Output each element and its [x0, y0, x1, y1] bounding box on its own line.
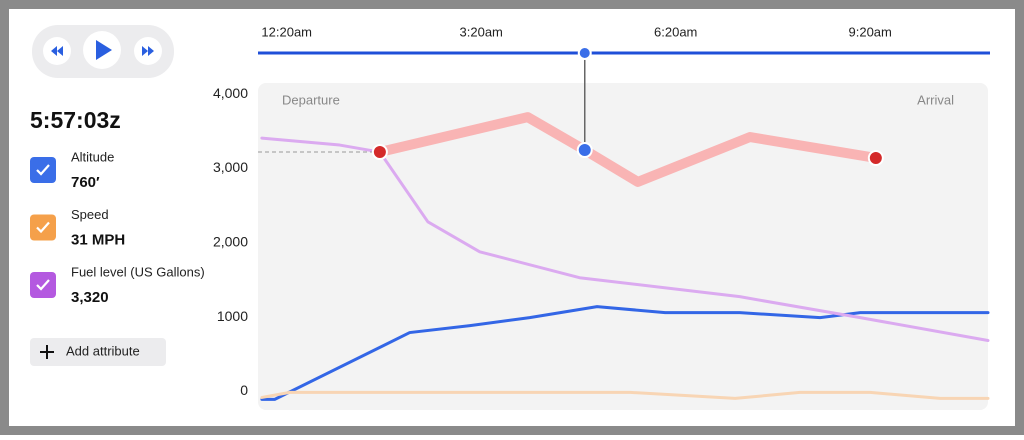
- add-attribute-button[interactable]: Add attribute: [30, 338, 166, 366]
- legend-name: Speed: [71, 207, 109, 222]
- forward-button[interactable]: [134, 37, 162, 65]
- timeline-handle: [577, 46, 592, 60]
- y-tick-label: 3,000: [213, 159, 248, 175]
- legend-check: [36, 164, 50, 176]
- legend-check: [36, 221, 50, 234]
- y-tick-label: 4,000: [213, 85, 248, 101]
- current-time: 5:57:03z: [30, 107, 121, 133]
- series-line: [260, 305, 990, 401]
- y-tick-label: 1000: [217, 308, 248, 324]
- endpoint-dot: [371, 144, 388, 161]
- series-line: [260, 390, 990, 400]
- legend-name: Altitude: [71, 149, 114, 164]
- legend-reading: 760′: [71, 174, 100, 191]
- series-line: [260, 136, 990, 343]
- departure-label: Departure: [282, 92, 340, 107]
- y-tick-label: 0: [240, 382, 248, 398]
- highlight-line: [374, 112, 881, 187]
- legend-name: Fuel level (US Gallons): [71, 264, 205, 279]
- timeline-tick-label: 12:20am: [261, 24, 312, 39]
- legend-reading: 3,320: [71, 289, 109, 306]
- legend-checkbox: [30, 272, 56, 298]
- y-tick-label: 2,000: [213, 233, 248, 249]
- timeline-tick-label: 9:20am: [849, 24, 892, 39]
- plot-area: [258, 83, 988, 410]
- play-button[interactable]: [83, 31, 121, 69]
- timeline-tick-label: 6:20am: [654, 24, 697, 39]
- timeline-tick-label: 3:20am: [460, 24, 503, 39]
- legend-checkbox: [30, 157, 56, 183]
- add-attribute-label: Add attribute: [66, 343, 140, 358]
- cursor-dot: [576, 142, 593, 159]
- endpoint-dot: [867, 149, 884, 166]
- arrival-label: Arrival: [917, 92, 954, 107]
- rewind-button[interactable]: [43, 37, 71, 65]
- legend-check: [36, 279, 50, 291]
- legend-reading: 31 MPH: [71, 231, 125, 248]
- legend-checkbox: [30, 214, 56, 241]
